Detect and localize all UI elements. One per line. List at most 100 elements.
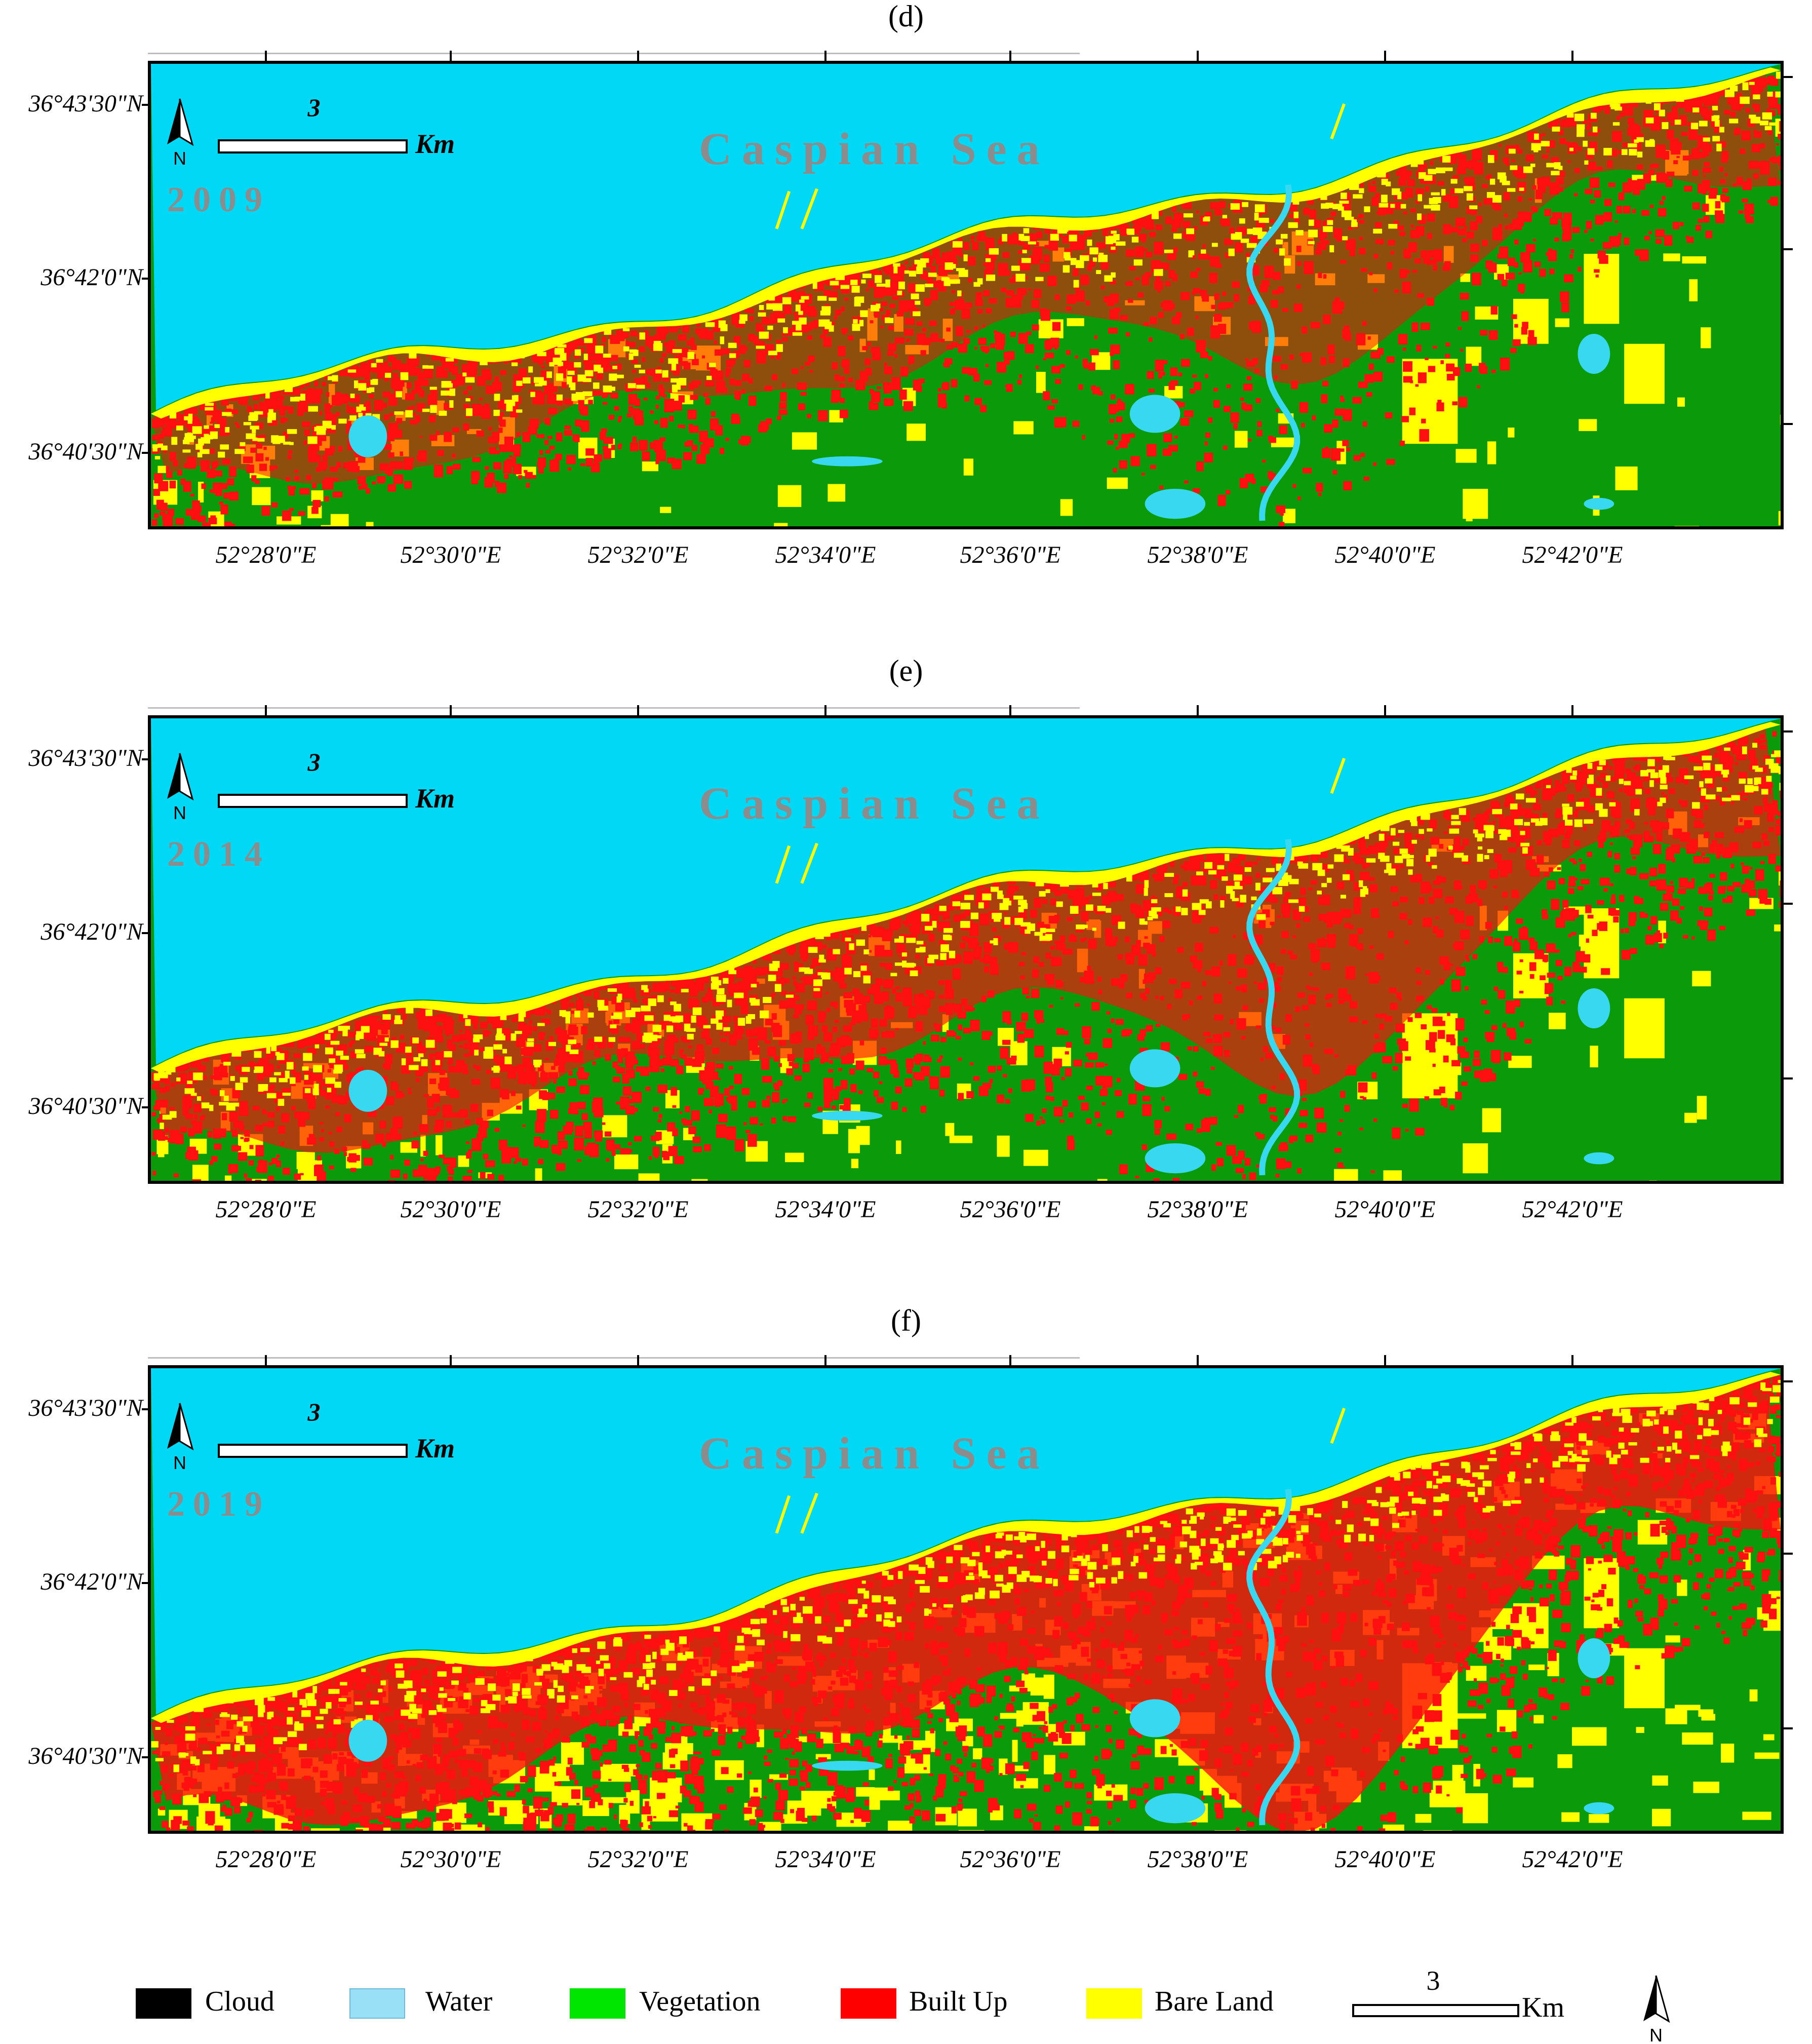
longitude-label: 52°32'0"E bbox=[587, 542, 689, 568]
longitude-label: 52°42'0"E bbox=[1522, 1196, 1623, 1223]
scale-value: 3 bbox=[307, 748, 321, 776]
legend-swatch-water bbox=[349, 1988, 405, 2019]
longitude-tick bbox=[1197, 705, 1199, 715]
sea-label: Caspian Sea bbox=[699, 1429, 1050, 1479]
longitude-tick bbox=[1571, 1355, 1573, 1365]
latitude-label: 36°42'0"N bbox=[41, 1568, 143, 1595]
classified-map bbox=[148, 61, 1784, 529]
legend-north-letter: N bbox=[1649, 2025, 1663, 2044]
longitude-label: 52°34'0"E bbox=[775, 542, 876, 568]
right-tick bbox=[1784, 1553, 1793, 1555]
longitude-label: 52°30'0"E bbox=[400, 1196, 501, 1223]
land-cover-raster bbox=[151, 1368, 1781, 1831]
latitude-label: 36°43'30"N bbox=[28, 1395, 143, 1421]
longitude-tick bbox=[824, 1355, 826, 1365]
legend-label-bare-land: Bare Land bbox=[1155, 1986, 1274, 2017]
classified-map bbox=[148, 715, 1784, 1184]
latitude-label: 36°42'0"N bbox=[41, 264, 143, 291]
top-rule bbox=[148, 1357, 1080, 1359]
latitude-tick bbox=[142, 104, 149, 106]
north-letter: N bbox=[173, 148, 186, 167]
right-tick bbox=[1784, 730, 1793, 732]
latitude-label: 36°40'30"N bbox=[28, 438, 143, 465]
longitude-tick bbox=[450, 1355, 452, 1365]
legend-scale-value: 3 bbox=[1426, 1965, 1440, 1996]
scale-bar bbox=[218, 1444, 408, 1458]
legend-swatch-cloud bbox=[136, 1988, 191, 2019]
land-cover-raster bbox=[151, 718, 1781, 1181]
map-panel-2014: (e) Caspian Sea 2014 N 3 Km 36°43'30"N 36… bbox=[0, 654, 1812, 1308]
longitude-tick bbox=[1009, 1355, 1011, 1365]
longitude-tick bbox=[1571, 705, 1573, 715]
longitude-tick bbox=[265, 51, 267, 61]
latitude-tick bbox=[142, 278, 149, 280]
longitude-label: 52°36'0"E bbox=[960, 1846, 1061, 1873]
legend-swatch-vegetation bbox=[570, 1988, 625, 2019]
longitude-label: 52°32'0"E bbox=[587, 1196, 689, 1223]
longitude-tick bbox=[1384, 51, 1386, 61]
legend-swatch-bare-land bbox=[1086, 1988, 1142, 2019]
longitude-tick bbox=[265, 705, 267, 715]
longitude-tick bbox=[1009, 705, 1011, 715]
north-letter: N bbox=[173, 1452, 186, 1472]
right-tick bbox=[1784, 423, 1793, 425]
legend-label-water: Water bbox=[425, 1986, 493, 2017]
longitude-tick bbox=[637, 705, 639, 715]
panel-label: (f) bbox=[891, 1304, 921, 1337]
latitude-tick bbox=[142, 1408, 149, 1410]
sea-label: Caspian Sea bbox=[699, 124, 1050, 174]
legend-label-cloud: Cloud bbox=[205, 1986, 274, 2017]
right-tick bbox=[1784, 1727, 1793, 1729]
latitude-label: 36°43'30"N bbox=[28, 745, 143, 772]
longitude-label: 52°28'0"E bbox=[215, 1846, 317, 1873]
latitude-label: 36°42'0"N bbox=[41, 918, 143, 945]
scale-value: 3 bbox=[307, 93, 321, 122]
right-tick bbox=[1784, 903, 1793, 905]
longitude-label: 52°28'0"E bbox=[215, 1196, 317, 1223]
land-cover-raster bbox=[151, 64, 1781, 526]
longitude-tick bbox=[637, 51, 639, 61]
latitude-tick bbox=[142, 758, 149, 760]
longitude-tick bbox=[637, 1355, 639, 1365]
longitude-tick bbox=[450, 705, 452, 715]
north-arrow-icon: N bbox=[167, 753, 194, 822]
north-letter: N bbox=[173, 802, 186, 822]
legend-label-built-up: Built Up bbox=[909, 1986, 1008, 2017]
sea-label: Caspian Sea bbox=[699, 779, 1050, 829]
longitude-tick bbox=[1571, 51, 1573, 61]
map-panel-2009: (d) Caspian Sea 2009 N 3 Km 36°43'30"N 36… bbox=[0, 0, 1812, 653]
longitude-label: 52°40'0"E bbox=[1334, 1846, 1436, 1873]
longitude-label: 52°42'0"E bbox=[1522, 1846, 1623, 1873]
latitude-tick bbox=[142, 932, 149, 934]
year-label: 2019 bbox=[167, 1485, 270, 1524]
scale-value: 3 bbox=[307, 1398, 321, 1426]
right-tick bbox=[1784, 76, 1793, 78]
latitude-label: 36°40'30"N bbox=[28, 1743, 143, 1769]
legend-scale-unit: Km bbox=[1522, 1992, 1564, 2023]
legend: Cloud Water Vegetation Built Up Bare Lan… bbox=[0, 1965, 1812, 2044]
legend-label-vegetation: Vegetation bbox=[639, 1986, 761, 2017]
longitude-label: 52°34'0"E bbox=[775, 1846, 876, 1873]
scale-bar bbox=[218, 139, 408, 153]
longitude-tick bbox=[824, 705, 826, 715]
right-tick bbox=[1784, 1077, 1793, 1079]
year-label: 2009 bbox=[167, 180, 270, 219]
latitude-tick bbox=[142, 452, 149, 454]
longitude-label: 52°38'0"E bbox=[1147, 1846, 1248, 1873]
longitude-tick bbox=[450, 51, 452, 61]
latitude-tick bbox=[142, 1756, 149, 1758]
longitude-tick bbox=[824, 51, 826, 61]
longitude-label: 52°30'0"E bbox=[400, 1846, 501, 1873]
latitude-label: 36°43'30"N bbox=[28, 90, 143, 117]
latitude-label: 36°40'30"N bbox=[28, 1093, 143, 1120]
scale-unit: Km bbox=[415, 783, 455, 814]
scale-bar bbox=[218, 794, 408, 808]
north-arrow-icon: N bbox=[167, 98, 194, 167]
classified-map bbox=[148, 1365, 1784, 1834]
legend-scale-bar bbox=[1352, 2004, 1519, 2017]
longitude-label: 52°32'0"E bbox=[587, 1846, 689, 1873]
panel-label: (d) bbox=[888, 0, 924, 33]
longitude-tick bbox=[1384, 1355, 1386, 1365]
latitude-tick bbox=[142, 1582, 149, 1584]
